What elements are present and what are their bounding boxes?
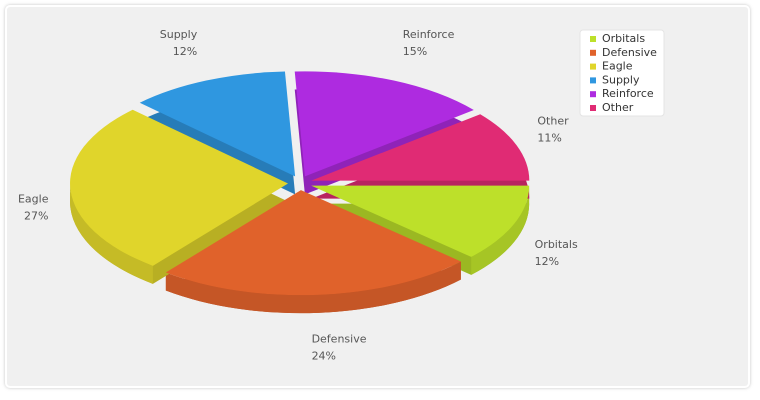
legend-label: Reinforce [602, 87, 654, 100]
legend-swatch [590, 49, 596, 56]
slice [294, 71, 474, 177]
slice-label: Supply [160, 28, 198, 41]
slice-wall [70, 183, 153, 284]
slice-value-label: 15% [403, 45, 427, 58]
legend-swatch [590, 36, 596, 42]
legend-swatch [590, 105, 596, 111]
legend-swatch [590, 77, 596, 84]
slice-value-label: 24% [312, 350, 336, 363]
slice [70, 109, 289, 266]
slice [165, 190, 461, 296]
slice-label: Reinforce [403, 28, 455, 41]
legend-label: Orbitals [602, 32, 645, 45]
slice-wall [471, 185, 530, 275]
legend-label: Eagle [602, 60, 633, 73]
legend: OrbitalsDefensiveEagleSupplyReinforceOth… [579, 29, 665, 117]
slice-wall [165, 261, 461, 314]
legend-swatch [590, 63, 596, 70]
slice [311, 185, 530, 257]
slice-value-label: 12% [173, 45, 197, 58]
slice-label: Defensive [312, 333, 367, 346]
slice [311, 114, 530, 181]
legend-label: Supply [602, 73, 640, 86]
slice-label: Eagle [18, 192, 49, 205]
pie: Orbitals 12% Defensive 24% Eagle 27% Supply 12%… [18, 28, 578, 363]
slice-value-label: 12% [535, 255, 559, 268]
legend-box [579, 29, 665, 117]
slice [139, 71, 296, 177]
slice-value-label: 11% [537, 132, 561, 145]
legend-swatch [590, 91, 596, 98]
slice-label: Orbitals [535, 238, 578, 251]
legend-label: Other [602, 101, 634, 114]
legend-label: Defensive [602, 46, 657, 59]
slice-value-label: 27% [24, 209, 48, 222]
slice-label: Other [537, 115, 569, 128]
